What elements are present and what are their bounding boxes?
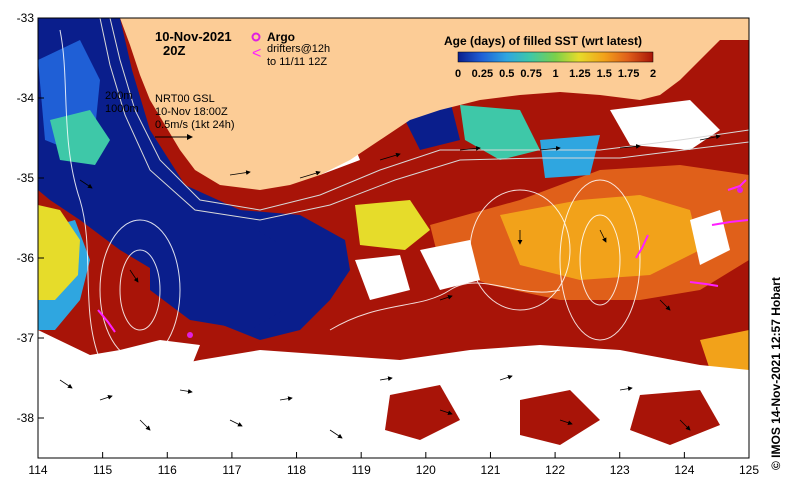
lon-tick-label: 120 bbox=[416, 463, 436, 477]
drifter-tracks bbox=[97, 179, 749, 333]
legend-title: Age (days) of filled SST (wrt latest) bbox=[444, 34, 642, 48]
sst-field-deep-blue bbox=[150, 220, 300, 330]
lon-tick-label: 115 bbox=[93, 463, 112, 477]
gsl-scale-label: 0.5m/s (1kt 24h) bbox=[155, 119, 234, 131]
lon-tick-label: 121 bbox=[480, 463, 500, 477]
legend-tick-label: 1.75 bbox=[618, 68, 639, 80]
argo-legend-icon bbox=[251, 32, 261, 42]
legend-ticks: 0 0.25 0.5 0.75 1 1.25 1.5 1.75 2 bbox=[455, 68, 656, 80]
argo-floats bbox=[187, 187, 743, 338]
date-label: 10-Nov-2021 bbox=[155, 29, 232, 44]
sla-contours bbox=[59, 29, 641, 361]
depth-contours bbox=[99, 18, 749, 221]
legend-tick-label: 2 bbox=[650, 68, 656, 80]
legend-tick-label: 1.25 bbox=[569, 68, 590, 80]
drifters-range: to 11/11 12Z bbox=[267, 56, 327, 68]
sst-field-orange-core bbox=[500, 195, 700, 280]
legend-tick-label: 0.25 bbox=[472, 68, 493, 80]
depth-1000-label: 1000m bbox=[105, 103, 139, 115]
legend-colorbar bbox=[457, 51, 654, 63]
lon-tick-label: 114 bbox=[28, 463, 47, 477]
lon-tick-label: 117 bbox=[222, 463, 241, 477]
lat-tick-label: -33 bbox=[17, 11, 35, 25]
lat-tick-label: -38 bbox=[17, 411, 35, 425]
current-vectors bbox=[59, 134, 721, 439]
sst-field-teal-patch bbox=[50, 110, 110, 165]
lon-tick-label: 122 bbox=[545, 463, 565, 477]
credit-label: © IMOS 14-Nov-2021 12:57 Hobart bbox=[769, 277, 783, 470]
sst-field-cyan-north bbox=[540, 135, 600, 178]
sst-field-yellow-west bbox=[38, 205, 80, 300]
lat-tick-label: -36 bbox=[17, 251, 35, 265]
gsl-product-label: NRT00 GSL bbox=[155, 93, 215, 105]
plot-frame bbox=[37, 17, 750, 459]
drifters-label: drifters@12h bbox=[267, 43, 330, 55]
lon-tick-label: 123 bbox=[610, 463, 630, 477]
lon-tick-label: 119 bbox=[352, 463, 371, 477]
legend-tick-label: 1 bbox=[552, 68, 558, 80]
lon-tick-label: 116 bbox=[158, 463, 177, 477]
legend-tick-label: 1.5 bbox=[597, 68, 612, 80]
gsl-date-label: 10-Nov 18:00Z bbox=[155, 106, 228, 118]
lon-tick-label: 125 bbox=[739, 463, 759, 477]
sst-field-yellow-center bbox=[355, 200, 430, 250]
lat-tick-label: -34 bbox=[17, 91, 35, 105]
time-label: 20Z bbox=[163, 43, 185, 58]
lon-tick-label: 124 bbox=[674, 463, 694, 477]
legend-tick-label: 0.75 bbox=[520, 68, 541, 80]
longitude-axis: 114 115 116 117 118 119 120 121 122 123 124 125 bbox=[28, 452, 759, 477]
lat-tick-label: -37 bbox=[17, 331, 35, 345]
sst-field-old-south bbox=[385, 385, 720, 445]
latitude-axis: -33 -34 -35 -36 -37 -38 bbox=[17, 11, 44, 425]
lon-tick-label: 118 bbox=[287, 463, 306, 477]
legend-tick-label: 0 bbox=[455, 68, 461, 80]
depth-200-label: 200m bbox=[105, 90, 133, 102]
lat-tick-label: -35 bbox=[17, 171, 35, 185]
drifter-legend-icon: < bbox=[252, 45, 261, 62]
argo-label: Argo bbox=[267, 30, 295, 44]
legend-tick-label: 0.5 bbox=[499, 68, 514, 80]
